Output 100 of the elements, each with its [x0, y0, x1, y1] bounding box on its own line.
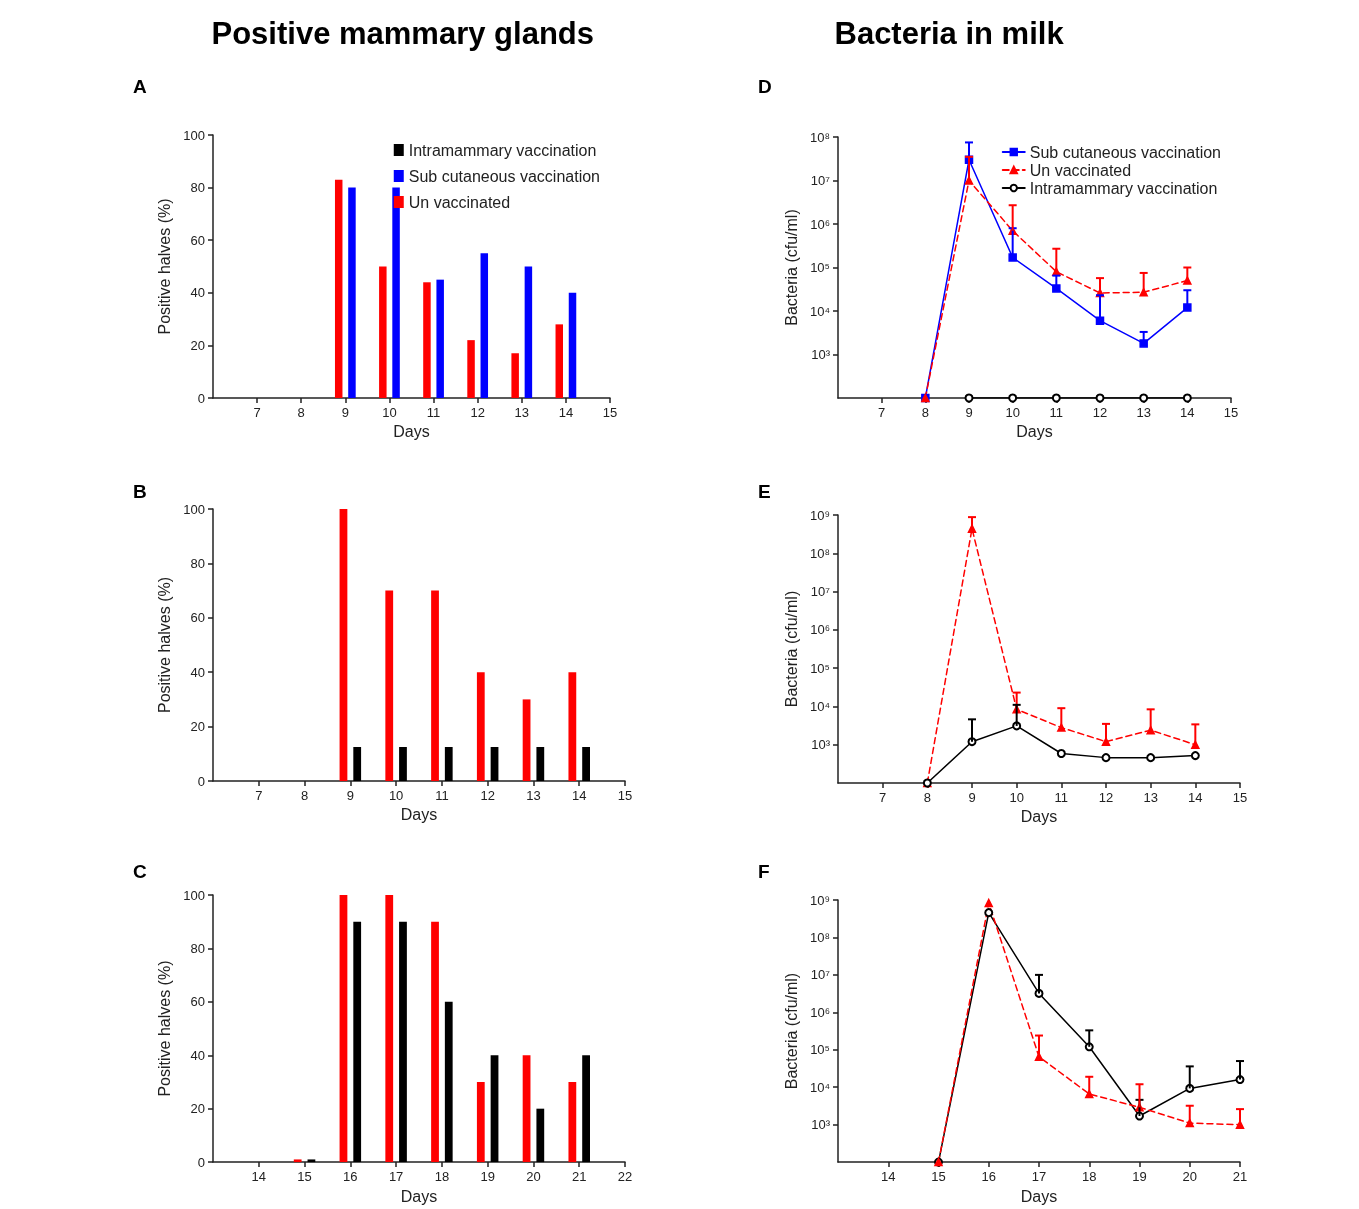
x-axis-title: Days: [400, 806, 438, 824]
y-tick-label: 40: [190, 285, 205, 301]
x-tick-label: 14: [558, 405, 574, 420]
x-tick-label: 11: [426, 405, 441, 420]
y-tick-label: 100: [183, 127, 205, 143]
x-tick-label: 10: [1009, 790, 1024, 805]
x-axis-title: Days: [1020, 808, 1058, 826]
y-tick-label: 10⁹: [809, 507, 830, 523]
text: Positive mammary glands: [211, 16, 594, 51]
x-tick-label: 13: [526, 788, 541, 803]
y-tick-label: 10⁵: [810, 660, 830, 676]
x-tick-label: 14: [251, 1169, 267, 1185]
y-tick-label: 10⁴: [809, 303, 830, 319]
x-tick-label: 8: [921, 405, 929, 420]
y-tick-label: 10³: [811, 1117, 831, 1133]
x-tick-label: 16: [981, 1169, 996, 1185]
y-tick-label: 20: [190, 1101, 205, 1117]
x-tick-label: 21: [1232, 1169, 1248, 1185]
x-tick-label: 18: [434, 1169, 450, 1185]
x-tick-label: 18: [1082, 1169, 1097, 1185]
y-tick-label: 10⁶: [810, 622, 830, 638]
x-tick-label: 15: [1232, 790, 1248, 805]
y-tick-label: 0: [197, 390, 205, 406]
y-tick-label: 10⁹: [809, 892, 830, 908]
x-tick-label: 10: [388, 788, 404, 803]
x-tick-label: 8: [297, 405, 305, 420]
y-tick-label: 10⁷: [810, 173, 831, 188]
x-tick-label: 14: [1188, 790, 1203, 805]
x-tick-label: 12: [1098, 790, 1114, 805]
x-tick-label: 7: [879, 790, 887, 805]
x-tick-label: 7: [878, 405, 886, 420]
x-tick-label: 11: [1049, 405, 1064, 420]
x-tick-label: 15: [617, 788, 633, 803]
x-tick-label: 13: [514, 405, 530, 420]
y-tick-label: 20: [190, 719, 205, 735]
y-tick-label: 10⁸: [810, 929, 830, 945]
y-tick-label: 10⁵: [810, 260, 830, 275]
y-tick-label: 10⁴: [809, 698, 830, 714]
x-tick-label: 15: [931, 1169, 946, 1185]
y-tick-label: 10⁷: [810, 584, 831, 600]
x-tick-label: 10: [1005, 405, 1020, 420]
x-axis-title: Days: [400, 1187, 438, 1205]
y-tick-label: 10⁶: [810, 216, 830, 232]
y-tick-label: 10⁸: [810, 545, 830, 561]
x-tick-label: 9: [968, 790, 976, 805]
x-tick-label: 19: [1132, 1169, 1147, 1185]
x-tick-label: 10: [382, 405, 397, 420]
x-tick-label: 14: [571, 788, 587, 803]
x-tick-label: 8: [923, 790, 931, 805]
chart-title: A: [133, 76, 147, 97]
x-tick-label: 12: [1092, 405, 1108, 420]
x-axis-title: Days: [393, 423, 430, 441]
y-axis-title: Bacteria (cfu/ml): [782, 209, 800, 326]
y-axis-title: Positive halves (%): [155, 960, 173, 1097]
x-tick-label: 8: [300, 788, 309, 803]
x-tick-label: 16: [343, 1169, 358, 1185]
y-tick-label: 80: [190, 940, 205, 956]
x-tick-label: 12: [470, 405, 485, 420]
x-tick-label: 9: [346, 788, 354, 803]
y-axis-title: Positive halves (%): [155, 576, 173, 714]
chart-title: B: [133, 481, 147, 502]
y-tick-label: 10⁷: [810, 967, 831, 983]
y-tick-label: 60: [190, 994, 205, 1010]
y-tick-label: 80: [190, 555, 205, 571]
chart-title: D: [758, 76, 772, 97]
x-tick-label: 14: [881, 1169, 896, 1185]
x-tick-label: 7: [253, 405, 261, 420]
legend-label: Intramammary vaccination: [1029, 179, 1218, 197]
y-tick-label: 100: [183, 501, 205, 517]
x-axis-title: Days: [1020, 1187, 1058, 1205]
x-tick-label: 17: [1031, 1169, 1047, 1185]
x-tick-label: 11: [435, 788, 449, 803]
x-tick-label: 14: [1180, 405, 1195, 420]
x-tick-label: 7: [255, 788, 263, 803]
y-tick-label: 10⁵: [810, 1042, 830, 1058]
y-tick-label: 60: [190, 610, 205, 626]
y-axis-title: Bacteria (cfu/ml): [782, 972, 800, 1090]
x-tick-label: 20: [1182, 1169, 1197, 1185]
y-tick-label: 80: [190, 180, 205, 196]
x-tick-label: 15: [297, 1169, 312, 1185]
legend-label: Un vaccinated: [1029, 161, 1132, 179]
y-tick-label: 0: [197, 773, 205, 789]
x-tick-label: 17: [388, 1169, 404, 1185]
x-tick-label: 20: [526, 1169, 541, 1185]
x-tick-label: 15: [602, 405, 618, 420]
x-tick-label: 9: [341, 405, 349, 420]
legend-label: Sub cutaneous vaccination: [1029, 143, 1222, 161]
x-tick-label: 12: [480, 788, 495, 803]
x-tick-label: 15: [1223, 405, 1239, 420]
chart-title: C: [133, 861, 147, 882]
y-axis-title: Positive halves (%): [155, 198, 173, 335]
x-tick-label: 19: [480, 1169, 495, 1185]
x-tick-label: 13: [1136, 405, 1151, 420]
y-tick-label: 10⁶: [810, 1004, 830, 1020]
y-tick-label: 20: [190, 337, 205, 353]
y-tick-label: 100: [183, 887, 205, 903]
x-tick-label: 13: [1143, 790, 1158, 805]
y-tick-label: 10⁸: [810, 129, 830, 145]
x-tick-label: 22: [617, 1169, 633, 1185]
y-tick-label: 0: [197, 1154, 205, 1170]
